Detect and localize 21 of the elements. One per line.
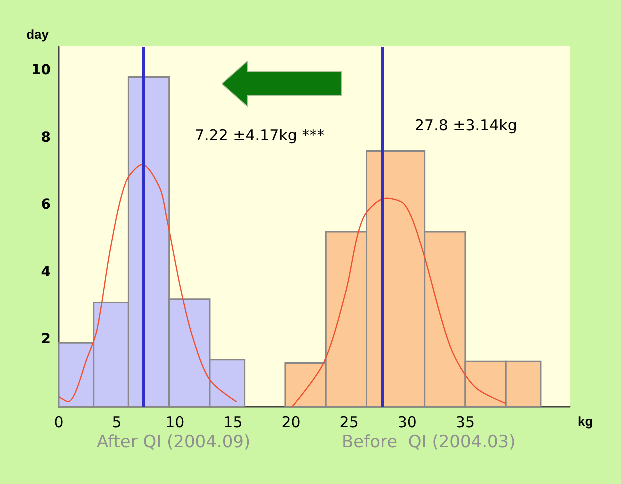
- x-axis-title: kg: [578, 414, 594, 429]
- y-tick-label: 2: [41, 332, 51, 348]
- x-tick-label: 15: [224, 414, 243, 432]
- text: After QI (2004.09): [97, 432, 251, 452]
- x-tick-label: 20: [282, 414, 301, 432]
- annotation: 27.8 ±3.14kg: [415, 116, 518, 134]
- annotation: 7.22 ±4.17kg ***: [195, 126, 326, 144]
- x-tick-label: 10: [166, 414, 185, 432]
- x-tick-label: 30: [398, 414, 417, 432]
- y-tick-label: 4: [41, 264, 52, 280]
- y-tick-label: 8: [41, 130, 51, 146]
- y-tick-label: 6: [41, 197, 51, 214]
- line-series: [292, 198, 507, 408]
- y-tick-label: 10: [32, 62, 52, 79]
- x-tick-label: 25: [340, 414, 359, 432]
- x-tick-label: 35: [456, 414, 476, 432]
- text: Before QI (2004.03): [342, 432, 516, 452]
- line-series: [58, 164, 238, 403]
- x-tick-label: 0: [54, 414, 64, 432]
- x-tick-label: 5: [112, 414, 122, 432]
- y-axis-title: day: [26, 27, 50, 42]
